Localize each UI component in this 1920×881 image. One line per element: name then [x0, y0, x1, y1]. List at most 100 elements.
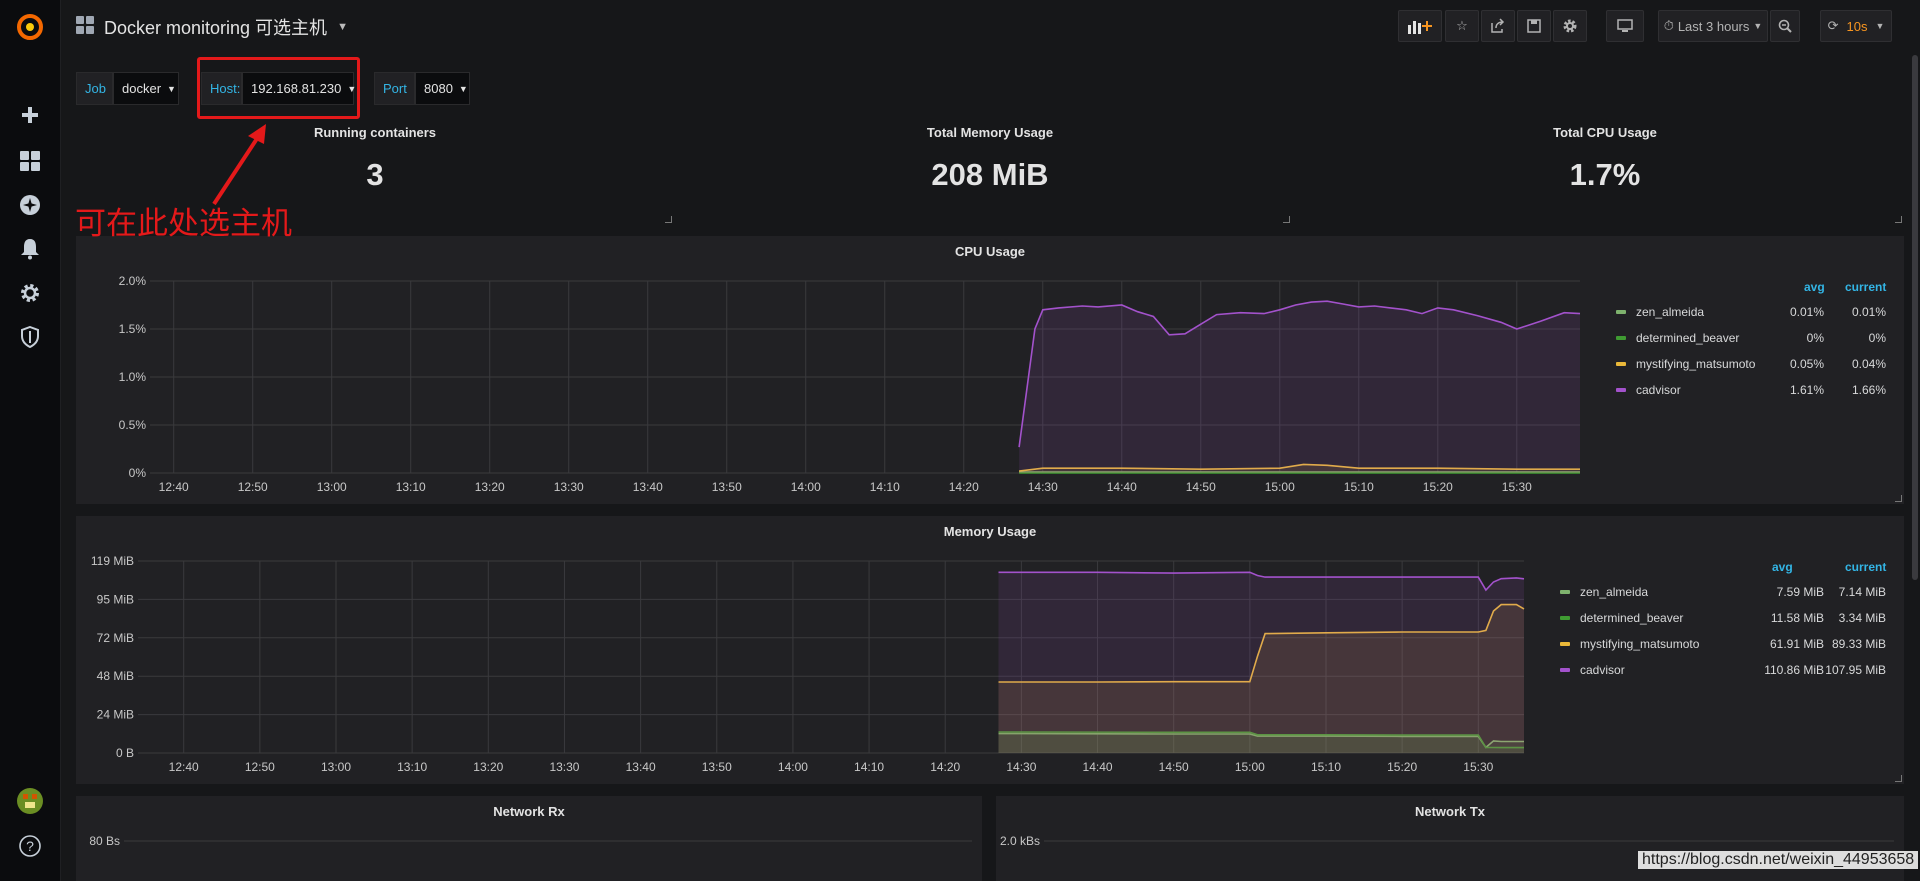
- series-area-cadvisor: [1019, 301, 1580, 473]
- series-line-mystifying_matsumoto[interactable]: [998, 603, 1525, 683]
- legend-series-name: mystifying_matsumoto: [1636, 357, 1756, 371]
- refresh-picker[interactable]: ⟳ 10s ▼: [1820, 10, 1892, 42]
- x-tick-label: 13:40: [626, 760, 656, 774]
- page-scrollbar[interactable]: [1912, 55, 1918, 580]
- network-tx-chart: 2.0 kBs: [1000, 834, 1894, 848]
- series-line-determined_beaver[interactable]: [998, 731, 1525, 749]
- host-highlight-box: [197, 57, 360, 119]
- annotation-arrow-icon: [212, 124, 266, 206]
- time-range-picker[interactable]: ⏱ Last 3 hours ▼: [1658, 10, 1768, 42]
- legend-swatch: [1616, 388, 1626, 392]
- legend-header-avg[interactable]: avg: [1804, 280, 1825, 294]
- cpu-legend: avg current zen_almeida 0.01% 0.01% determi…: [1606, 280, 1896, 420]
- legend-header-current[interactable]: current: [1845, 560, 1887, 574]
- legend-item-cadvisor[interactable]: cadvisor 110.86 MiB 107.95 MiB: [1550, 660, 1896, 680]
- legend-item-zen_almeida[interactable]: zen_almeida 7.59 MiB 7.14 MiB: [1550, 582, 1896, 602]
- dashboard-grid-icon: [76, 15, 94, 39]
- series-line-zen_almeida[interactable]: [998, 732, 1525, 749]
- legend-swatch: [1616, 362, 1626, 366]
- variable-select-host[interactable]: 192.168.81.230 ▼: [242, 72, 356, 105]
- legend-avg-value: 1.61%: [1789, 383, 1824, 397]
- legend-item-zen_almeida[interactable]: zen_almeida 0.01% 0.01%: [1606, 302, 1896, 322]
- resize-handle[interactable]: [1895, 495, 1902, 502]
- legend-item-determined_beaver[interactable]: determined_beaver 0% 0%: [1606, 328, 1896, 348]
- series-line-cadvisor[interactable]: [998, 571, 1525, 592]
- time-range-label: Last 3 hours: [1677, 18, 1750, 34]
- server-admin-shield-icon[interactable]: [15, 322, 45, 352]
- resize-handle[interactable]: [1283, 216, 1290, 223]
- x-tick-label: 15:30: [1463, 760, 1493, 774]
- stat-value: 208 MiB: [931, 157, 1049, 192]
- legend-item-cadvisor[interactable]: cadvisor 1.61% 1.66%: [1606, 380, 1896, 400]
- legend-item-mystifying_matsumoto[interactable]: mystifying_matsumoto 0.05% 0.04%: [1606, 354, 1896, 374]
- legend-item-determined_beaver[interactable]: determined_beaver 11.58 MiB 3.34 MiB: [1550, 608, 1896, 628]
- variable-select-job[interactable]: docker ▼: [113, 72, 179, 105]
- stat-panel-running-containers[interactable]: Running containers 3: [76, 117, 674, 225]
- series-line-cadvisor[interactable]: [1018, 300, 1581, 448]
- series-line-mystifying_matsumoto[interactable]: [1019, 463, 1580, 472]
- stat-panel-total-memory[interactable]: Total Memory Usage 208 MiB: [688, 117, 1292, 225]
- panel-title: Memory Usage: [943, 524, 1037, 539]
- x-tick-label: 15:00: [1235, 760, 1265, 774]
- legend-header-avg[interactable]: avg: [1772, 560, 1793, 574]
- legend-current-value: 0.01%: [1851, 305, 1886, 319]
- zoom-out-button[interactable]: [1770, 10, 1800, 42]
- save-button[interactable]: [1517, 10, 1551, 42]
- resize-handle[interactable]: [1895, 775, 1902, 782]
- tv-mode-button[interactable]: [1606, 10, 1644, 42]
- graph-panel-network-rx[interactable]: Network Rx 80 Bs: [76, 796, 982, 881]
- legend-current-value: 3.34 MiB: [1838, 611, 1886, 625]
- legend-swatch: [1560, 668, 1570, 672]
- legend-item-mystifying_matsumoto[interactable]: mystifying_matsumoto 61.91 MiB 89.33 MiB: [1550, 634, 1896, 654]
- panel-title: Total CPU Usage: [1553, 125, 1657, 140]
- share-button[interactable]: [1481, 10, 1515, 42]
- dashboards-icon[interactable]: [15, 146, 45, 176]
- dashboard-title[interactable]: Docker monitoring 可选主机 ▼: [76, 14, 348, 40]
- help-icon[interactable]: ?: [15, 831, 45, 861]
- y-tick-label: 0.5%: [119, 418, 147, 432]
- series-area-mystifying_matsumoto: [998, 604, 1524, 753]
- x-tick-label: 14:00: [791, 480, 821, 494]
- graph-panel-cpu-usage[interactable]: CPU Usage 0% 0.5% 1.0% 1.5% 2.0% 12:40 12:50 13…: [76, 236, 1904, 504]
- resize-handle[interactable]: [665, 216, 672, 223]
- legend-current-value: 1.66%: [1851, 383, 1886, 397]
- chevron-down-icon: ▼: [1753, 21, 1763, 31]
- legend-avg-value: 0%: [1806, 331, 1824, 345]
- chevron-down-icon: ▼: [337, 21, 348, 33]
- legend-series-name: determined_beaver: [1636, 331, 1740, 345]
- legend-header-current[interactable]: current: [1845, 280, 1887, 294]
- stat-panel-total-cpu[interactable]: Total CPU Usage 1.7%: [1306, 117, 1904, 225]
- legend-swatch: [1560, 642, 1570, 646]
- legend-avg-value: 0.01%: [1789, 305, 1824, 319]
- series-area-mystifying_matsumoto: [1019, 464, 1580, 473]
- configuration-gear-icon[interactable]: [15, 278, 45, 308]
- zoom-out-icon: [1778, 19, 1792, 33]
- y-tick-label: 0 B: [116, 746, 134, 760]
- x-tick-label: 13:30: [554, 480, 584, 494]
- alerting-bell-icon[interactable]: [15, 234, 45, 264]
- x-tick-label: 14:30: [1006, 760, 1036, 774]
- graph-panel-memory-usage[interactable]: Memory Usage 0 B 24 MiB 48 MiB 72 MiB 95 MiB…: [76, 516, 1904, 784]
- x-tick-label: 12:50: [238, 480, 268, 494]
- user-avatar[interactable]: [15, 786, 45, 816]
- top-navbar: Docker monitoring 可选主机 ▼ ☆ ⏱ Last 3 hour…: [60, 0, 1920, 55]
- legend-avg-value: 61.91 MiB: [1769, 637, 1824, 651]
- y-tick-label: 119 MiB: [91, 554, 134, 568]
- explore-compass-icon[interactable]: [15, 190, 45, 220]
- legend-series-name: determined_beaver: [1580, 611, 1684, 625]
- y-tick-label: 2.0%: [119, 274, 147, 288]
- legend-swatch: [1560, 616, 1570, 620]
- variable-value-job: docker: [122, 81, 162, 96]
- settings-button[interactable]: [1553, 10, 1587, 42]
- variable-value-host: 192.168.81.230: [251, 81, 342, 96]
- x-tick-label: 14:40: [1107, 480, 1137, 494]
- y-tick-label: 1.5%: [119, 322, 147, 336]
- legend-avg-value: 7.59 MiB: [1776, 585, 1824, 599]
- create-plus-icon[interactable]: [15, 100, 45, 130]
- legend-series-name: zen_almeida: [1636, 305, 1705, 319]
- add-panel-button[interactable]: [1398, 10, 1442, 42]
- star-button[interactable]: ☆: [1445, 10, 1479, 42]
- variable-select-port[interactable]: 8080 ▼: [415, 72, 470, 105]
- resize-handle[interactable]: [1895, 216, 1902, 223]
- grafana-logo-icon[interactable]: [15, 12, 45, 42]
